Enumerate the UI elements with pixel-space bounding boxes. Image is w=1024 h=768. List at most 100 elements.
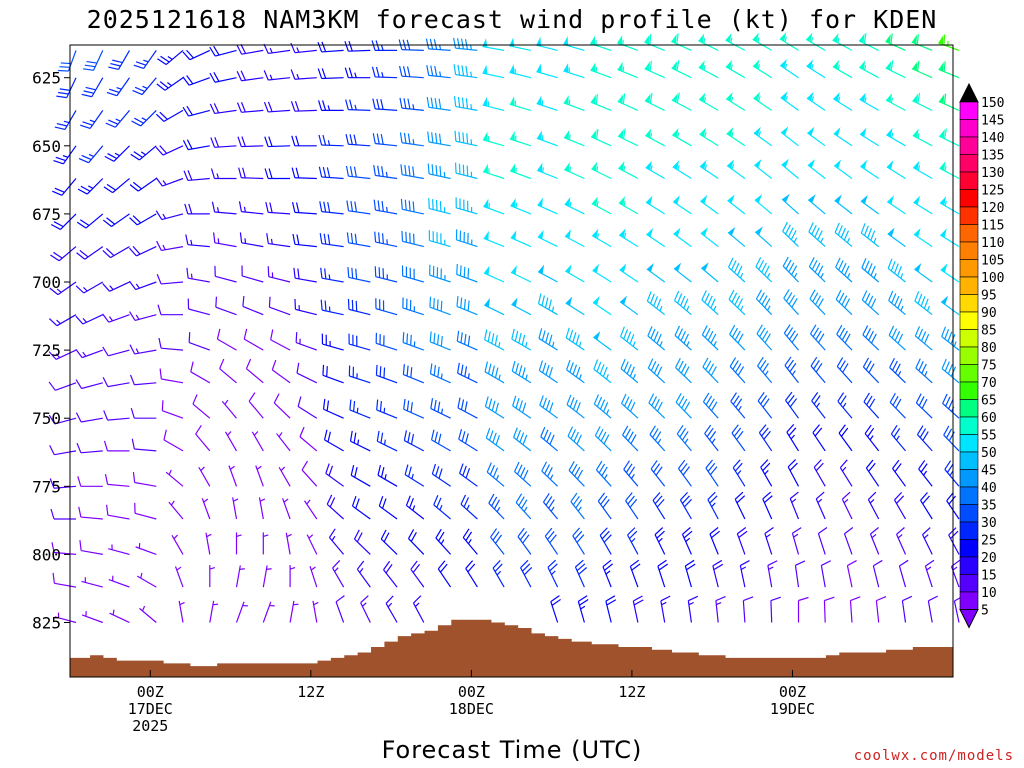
wind-barb: [912, 92, 933, 111]
x-tick-label: 00Z: [137, 683, 164, 701]
colorbar-swatch: [959, 241, 979, 260]
wind-barb: [455, 229, 478, 248]
wind-barb: [429, 264, 451, 283]
colorbar-tick-label: 140: [981, 131, 1004, 146]
wind-barb: [157, 49, 184, 66]
wind-barb: [54, 612, 77, 624]
wind-barb: [130, 408, 157, 419]
wind-barb: [402, 332, 425, 351]
wind-barb: [78, 506, 103, 520]
wind-barb: [901, 595, 913, 623]
wind-barb: [843, 527, 854, 555]
wind-barb: [347, 266, 371, 283]
wind-barb: [159, 368, 184, 384]
wind-barb: [563, 62, 585, 79]
colorbar-tick-label: 145: [981, 114, 1004, 129]
wind-barb: [943, 425, 960, 452]
wind-barb: [344, 40, 371, 52]
wind-barb: [375, 332, 398, 351]
wind-barb: [346, 232, 371, 248]
wind-barb: [537, 197, 558, 215]
wind-barb: [762, 491, 773, 520]
wind-barb: [729, 324, 746, 351]
wind-barb: [510, 163, 532, 180]
wind-barb: [346, 200, 371, 215]
terrain-fill: [70, 619, 953, 677]
wind-barb: [437, 560, 452, 588]
wind-barb: [108, 575, 130, 588]
wind-barb: [195, 424, 211, 452]
wind-barb: [105, 110, 130, 128]
wind-barb: [182, 139, 210, 151]
wind-barb: [700, 262, 719, 283]
colorbar-tick-label: 120: [981, 201, 1004, 216]
wind-barb: [838, 424, 853, 452]
wind-barb: [645, 160, 666, 180]
wind-barb: [349, 430, 371, 452]
wind-barb: [913, 227, 933, 248]
wind-barb: [360, 595, 371, 623]
wind-barb: [348, 365, 371, 384]
wind-barb: [263, 101, 291, 113]
colorbar-tick-label: 130: [981, 166, 1004, 181]
wind-barb: [644, 60, 665, 79]
wind-barb: [245, 358, 264, 384]
wind-barb: [83, 50, 104, 71]
wind-barb: [216, 328, 237, 351]
wind-barb: [188, 332, 211, 351]
y-tick-label: 800: [32, 545, 61, 564]
wind-barb: [938, 93, 960, 111]
wind-barb: [182, 105, 210, 117]
wind-barb: [454, 162, 478, 180]
wind-barb: [797, 596, 809, 623]
wind-barb: [753, 91, 773, 111]
wind-barb: [517, 527, 532, 555]
wind-barb: [839, 459, 853, 487]
wind-barb: [725, 59, 746, 79]
wind-barb: [672, 195, 692, 215]
colorbar: 1501451401351301251201151101051009590858…: [959, 82, 1004, 629]
wind-barb: [48, 314, 77, 327]
wind-barb: [155, 109, 184, 122]
colorbar-swatch: [959, 591, 979, 610]
wind-barb: [317, 41, 344, 53]
wind-barb: [807, 159, 826, 179]
wind-barb: [243, 328, 264, 351]
wind-barb: [482, 163, 505, 180]
wind-barb: [326, 494, 345, 520]
wind-barb: [155, 145, 184, 156]
wind-barb: [79, 540, 103, 555]
wind-barb: [129, 178, 157, 192]
wind-barb: [849, 596, 861, 623]
wind-barb: [715, 596, 726, 623]
colorbar-tick-label: 90: [981, 306, 997, 321]
wind-barb: [941, 326, 960, 351]
wind-barb: [237, 136, 264, 148]
wind-barb: [429, 296, 451, 316]
y-tick-label: 650: [32, 137, 61, 156]
wind-barb: [289, 600, 299, 623]
wind-barb: [859, 127, 880, 147]
wind-barb: [698, 92, 719, 111]
wind-barb: [862, 325, 880, 351]
wind-barb: [52, 178, 77, 196]
wind-barb: [566, 359, 585, 384]
wind-barb: [782, 221, 799, 248]
wind-barb: [75, 412, 103, 423]
wind-barb: [753, 159, 773, 179]
wind-barb: [646, 262, 666, 283]
wind-barb: [677, 459, 692, 487]
colorbar-swatch: [959, 574, 979, 593]
wind-barb: [407, 529, 425, 555]
wind-barb: [914, 326, 933, 351]
wind-barb: [570, 492, 585, 520]
wind-barb: [783, 324, 799, 351]
wind-barb: [574, 559, 588, 588]
wind-barb: [646, 227, 666, 248]
wind-barb: [858, 60, 879, 79]
wind-barb: [383, 560, 398, 588]
wind-barb: [187, 298, 210, 316]
wind-barb: [56, 77, 77, 99]
